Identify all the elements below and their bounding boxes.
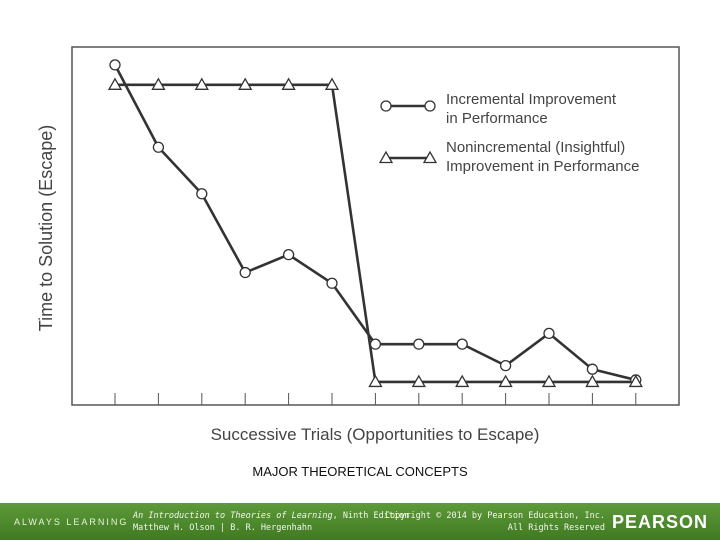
y-axis-label: Time to Solution (Escape) [36, 125, 56, 331]
circle-point-6 [326, 277, 338, 289]
x-axis-ticks [114, 393, 637, 405]
triangle-point-7 [368, 374, 383, 388]
triangle-point-10 [498, 374, 513, 388]
triangle-point-12 [585, 374, 600, 388]
circle-point-12 [586, 363, 599, 375]
legend-marker-end-1 [424, 100, 436, 112]
triangle-point-4 [238, 77, 253, 90]
line-chart: Incremental Improvement in Performance Non… [36, 46, 680, 444]
circle-point-4 [239, 266, 251, 279]
triangle-point-2 [151, 77, 166, 90]
circle-point-10 [499, 359, 512, 372]
pearson-logo: PEARSON [611, 512, 708, 532]
triangle-point-13 [628, 374, 643, 388]
circle-point-2 [152, 141, 165, 153]
legend-marker-end-2 [422, 150, 438, 164]
circle-point-3 [196, 188, 208, 200]
triangle-point-5 [281, 77, 296, 90]
book-edition: , Ninth Edition [332, 511, 410, 521]
triangle-point-1 [107, 77, 123, 90]
legend-marker-start-2 [378, 150, 394, 164]
legend-label-2-line-1: Nonincremental (Insightful) [446, 139, 625, 156]
copyright-text: Copyright © 2014 by Pearson Education, I… [384, 511, 605, 521]
legend-marker-start-1 [380, 100, 392, 112]
slide-caption: MAJOR THEORETICAL CONCEPTS [252, 464, 468, 479]
legend-label-2-line-2: Improvement in Performance [446, 158, 639, 175]
always-learning-label: ALWAYS LEARNING [14, 517, 129, 527]
circle-point-8 [413, 338, 425, 350]
legend: Incremental Improvement in Performance Non… [378, 91, 639, 175]
series-group [107, 59, 643, 388]
circle-point-5 [282, 248, 295, 261]
rights-text: All Rights Reserved [507, 523, 605, 533]
book-authors: Matthew H. Olson | B. R. Hergenhahn [133, 523, 313, 533]
footer-bar: ALWAYS LEARNING An Introduction to Theor… [0, 503, 720, 540]
triangle-point-3 [194, 77, 209, 90]
legend-label-1-line-2: in Performance [446, 110, 548, 127]
book-citation: An Introduction to Theories of Learning,… [133, 510, 409, 534]
triangle-point-9 [455, 374, 470, 388]
series-line-1 [113, 64, 637, 382]
book-title: An Introduction to Theories of Learning [133, 511, 333, 521]
circle-point-9 [456, 338, 468, 350]
legend-label-1-line-1: Incremental Improvement [446, 91, 617, 108]
triangle-point-6 [324, 77, 340, 90]
triangle-point-11 [541, 374, 557, 388]
copyright-block: Copyright © 2014 by Pearson Education, I… [385, 510, 605, 534]
x-axis-label: Successive Trials (Opportunities to Esca… [211, 425, 540, 444]
series-line-2 [115, 83, 636, 384]
circle-point-11 [543, 327, 555, 340]
circle-point-1 [109, 59, 121, 71]
triangle-point-8 [411, 374, 426, 388]
circle-point-7 [369, 338, 382, 350]
